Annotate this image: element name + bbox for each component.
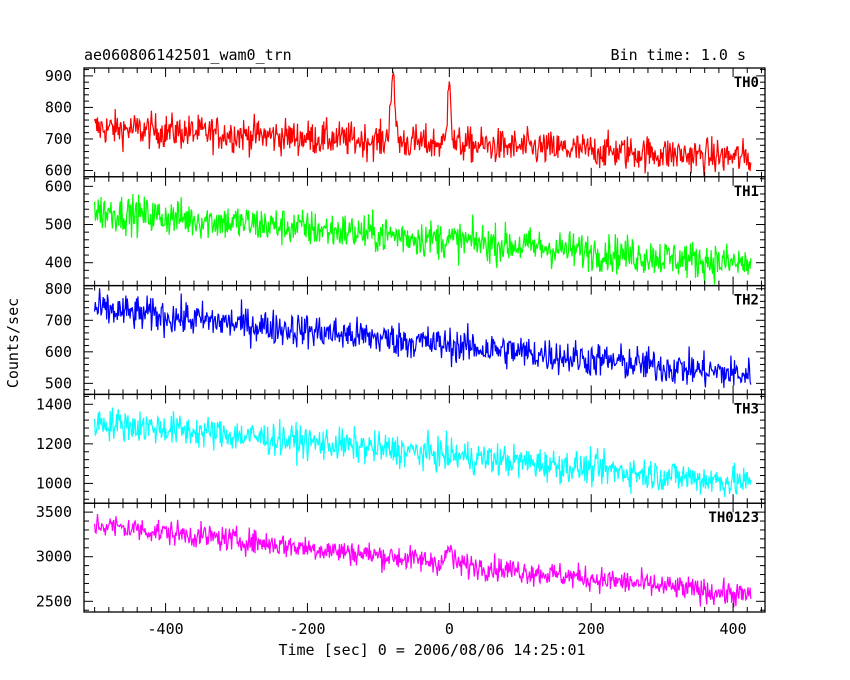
y-tick-label: 600: [45, 161, 72, 179]
y-tick-label: 600: [45, 177, 72, 195]
y-tick-label: 1200: [36, 435, 72, 453]
y-tick-label: 500: [45, 374, 72, 392]
x-axis: -400 -200 0 200 400: [148, 620, 747, 638]
panel-th1: 400 500 600 TH1: [45, 176, 766, 287]
panel-frame: [83, 502, 766, 613]
y-tick-label: 3500: [36, 503, 72, 521]
x-tick-label: -200: [289, 620, 325, 638]
panel-th0: 600 700 800 900 TH0: [45, 67, 766, 179]
series-name: TH1: [734, 184, 759, 200]
panel-th3: 1000 1200 1400 TH3: [36, 393, 766, 504]
bin-time-label: Bin time: 1.0 s: [611, 46, 746, 64]
chart-title: ae060806142501_wam0_trn: [84, 46, 292, 64]
series-line-th0: [94, 70, 752, 176]
x-tick-label: -400: [148, 620, 184, 638]
y-tick-label: 900: [45, 67, 72, 85]
y-tick-label: 800: [45, 280, 72, 298]
y-tick-label: 700: [45, 130, 72, 148]
y-tick-label: 800: [45, 98, 72, 116]
y-tick-label: 500: [45, 216, 72, 234]
y-tick-label: 600: [45, 343, 72, 361]
x-tick-label: 0: [445, 620, 454, 638]
x-axis-label: Time [sec] 0 = 2006/08/06 14:25:01: [278, 641, 585, 659]
series-name: TH0123: [708, 510, 759, 526]
panel-frame: [83, 176, 766, 287]
series-line-th2: [94, 288, 752, 388]
series-name: TH0: [734, 75, 759, 91]
x-tick-label: 400: [720, 620, 747, 638]
y-tick-label: 1400: [36, 395, 72, 413]
y-axis-label: Counts/sec: [4, 298, 22, 388]
series-name: TH3: [734, 401, 759, 417]
y-tick-label: 1000: [36, 474, 72, 492]
x-tick-label: 200: [578, 620, 605, 638]
y-tick-label: 3000: [36, 548, 72, 566]
series-line-th1: [94, 194, 752, 285]
series-line-th0123: [94, 514, 752, 608]
y-tick-label: 400: [45, 254, 72, 272]
panel-th0123: 2500 3000 3500 TH0123: [36, 502, 766, 613]
panels: 600 700 800 900 TH0 400 500 600 TH1 500 600 700 800 T…: [36, 67, 766, 613]
series-name: TH2: [734, 293, 759, 309]
y-tick-label: 2500: [36, 592, 72, 610]
series-line-th3: [94, 407, 752, 498]
panel-th2: 500 600 700 800 TH2: [45, 280, 766, 396]
y-tick-label: 700: [45, 311, 72, 329]
